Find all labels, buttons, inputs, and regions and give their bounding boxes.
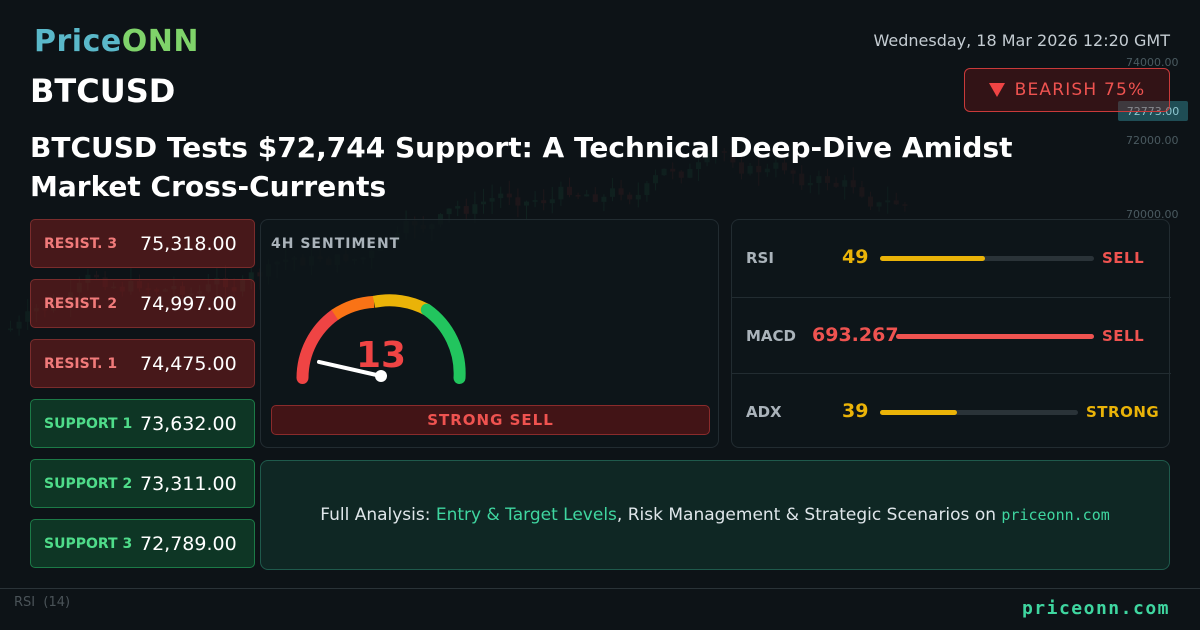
headline: BTCUSD Tests $72,744 Support: A Technica… — [30, 131, 1013, 203]
brand-logo: PriceONN — [34, 24, 199, 59]
level-value: 73,632.00 — [140, 412, 237, 435]
level-label: RESIST. 3 — [44, 235, 118, 252]
indicator-signal: SELL — [1102, 327, 1145, 345]
indicator-name: ADX — [746, 403, 782, 421]
cta-site-link[interactable]: priceonn.com — [1001, 506, 1110, 524]
indicators-panel: RSI 49 SELL MACD 693.267 SELL ADX 39 STR… — [731, 219, 1171, 449]
gauge-needle-hub — [375, 370, 387, 382]
triangle-down-icon — [988, 83, 1005, 97]
level-resist-2: RESIST. 2 74,997.00 — [30, 279, 255, 328]
indicator-signal: STRONG — [1086, 403, 1160, 421]
indicator-value: 39 — [842, 400, 869, 422]
level-resist-3: RESIST. 3 75,318.00 — [30, 219, 255, 268]
brand-logo-part2: ONN — [121, 24, 199, 59]
indicator-value: 49 — [842, 246, 869, 268]
gauge-score: 13 — [356, 335, 406, 376]
indicator-rsi: RSI 49 SELL — [732, 220, 1171, 296]
indicator-bar — [880, 410, 1078, 415]
level-support-2: SUPPORT 2 73,311.00 — [30, 459, 255, 508]
cta-highlight: Entry & Target Levels — [435, 505, 617, 525]
footer-divider — [0, 588, 1200, 589]
level-support-1: SUPPORT 1 73,632.00 — [30, 399, 255, 448]
cta-prefix: Full Analysis: — [320, 505, 431, 525]
indicator-bar — [880, 256, 1094, 261]
rsi-footer-name: RSI — [14, 595, 36, 610]
level-label: SUPPORT 3 — [44, 535, 133, 552]
level-support-3: SUPPORT 3 72,789.00 — [30, 519, 255, 568]
level-value: 72,789.00 — [140, 532, 237, 555]
indicator-name: RSI — [746, 249, 774, 267]
level-value: 74,997.00 — [140, 292, 237, 315]
level-value: 73,311.00 — [140, 472, 237, 495]
indicator-value: 693.267 — [812, 324, 899, 346]
sentiment-title: 4H SENTIMENT — [271, 236, 401, 252]
level-value: 74,475.00 — [140, 352, 237, 375]
sentiment-label: STRONG SELL — [271, 405, 710, 435]
level-resist-1: RESIST. 1 74,475.00 — [30, 339, 255, 388]
indicator-bar — [896, 334, 1094, 339]
chart-axis-label: 70000.00 — [1126, 208, 1179, 221]
indicator-bar-fill — [880, 256, 985, 261]
cta-middle: , Risk Management & Strategic Scenarios … — [616, 505, 996, 525]
brand-logo-part1: Price — [34, 24, 122, 59]
sentiment-gauge: 13 — [296, 294, 466, 384]
rsi-footer-label: RSI (14) — [14, 595, 70, 610]
indicator-bar-fill — [896, 334, 1094, 339]
level-label: SUPPORT 2 — [44, 475, 133, 492]
bias-badge: BEARISH 75% — [964, 68, 1170, 112]
bias-label: BEARISH 75% — [1014, 80, 1146, 100]
rsi-footer-period: (14) — [43, 595, 71, 610]
footer-site-link[interactable]: priceonn.com — [1021, 598, 1170, 619]
gauge-needle — [317, 359, 383, 378]
chart-axis-label: 74000.00 — [1126, 56, 1179, 69]
symbol-title: BTCUSD — [30, 72, 176, 110]
level-label: RESIST. 1 — [44, 355, 118, 372]
level-label: SUPPORT 1 — [44, 415, 133, 432]
chart-axis-label: 72000.00 — [1126, 134, 1179, 147]
indicator-name: MACD — [746, 327, 796, 345]
gauge-arc-green — [420, 303, 466, 384]
indicator-macd: MACD 693.267 SELL — [732, 297, 1171, 373]
sentiment-panel: 4H SENTIMENT 13 STRONG SELL — [260, 219, 719, 448]
datetime-stamp: Wednesday, 18 Mar 2026 12:20 GMT — [873, 31, 1171, 50]
gauge-arc-red — [296, 308, 341, 384]
indicator-adx: ADX 39 STRONG — [732, 373, 1171, 449]
full-analysis-banner[interactable]: Full Analysis: Entry & Target Levels, Ri… — [260, 460, 1170, 570]
indicator-signal: SELL — [1102, 249, 1145, 267]
gauge-arc-yellow — [372, 294, 430, 316]
level-value: 75,318.00 — [140, 232, 237, 255]
levels-list: RESIST. 3 75,318.00 RESIST. 2 74,997.00 … — [30, 219, 255, 579]
level-label: RESIST. 2 — [44, 295, 118, 312]
indicator-bar-fill — [880, 410, 958, 415]
gauge-arc-orange — [331, 295, 375, 321]
